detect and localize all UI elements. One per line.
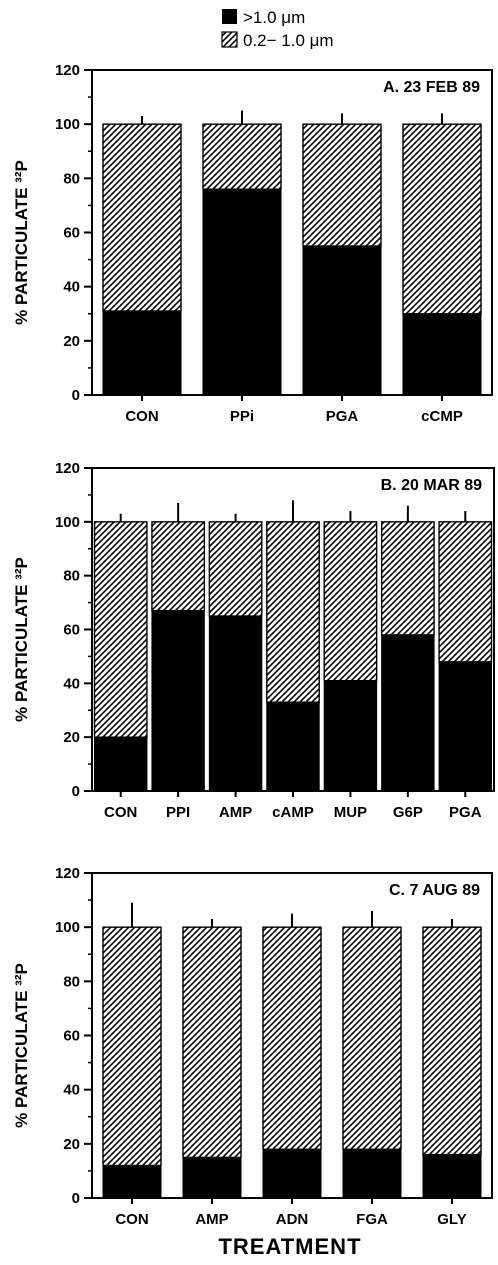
- bar-segment-small: [402, 123, 482, 315]
- y-tick-label: 0: [72, 783, 80, 800]
- x-tick-label: PGA: [449, 804, 482, 821]
- bar-segment-small: [202, 123, 282, 190]
- legend-swatch-hatched: [221, 31, 238, 48]
- bar-segment-large: [302, 245, 382, 396]
- bar-segment-small: [102, 123, 182, 312]
- y-axis-label: % PARTICULATE ³²P: [12, 160, 31, 325]
- y-tick-label: 60: [63, 1028, 80, 1045]
- bar-segment-large: [182, 1156, 242, 1199]
- y-tick-label: 40: [63, 1082, 80, 1099]
- y-axis-label: % PARTICULATE ³²P: [12, 963, 31, 1128]
- x-tick-label: AMP: [195, 1211, 228, 1228]
- legend-label-solid: >1.0 μm: [243, 8, 305, 27]
- y-tick-label: 0: [72, 387, 80, 404]
- y-tick-label: 120: [55, 62, 80, 79]
- x-tick-label: AMP: [219, 804, 252, 821]
- y-tick-label: 80: [63, 568, 80, 585]
- x-tick-label: ADN: [276, 1211, 309, 1228]
- bar-segment-small: [323, 521, 378, 682]
- y-tick-label: 20: [63, 333, 80, 350]
- panel-title: B. 20 MAR 89: [381, 477, 482, 494]
- bar-segment-large: [323, 680, 378, 792]
- x-axis-label: TREATMENT: [218, 1234, 361, 1259]
- bar-segment-small: [342, 926, 402, 1150]
- bar-segment-large: [151, 610, 205, 792]
- y-tick-label: 0: [72, 1190, 80, 1207]
- y-tick-label: 20: [63, 1136, 80, 1153]
- y-tick-label: 40: [63, 279, 80, 296]
- bar-segment-large: [102, 310, 182, 396]
- x-tick-label: MUP: [334, 804, 367, 821]
- y-tick-label: 120: [55, 460, 80, 477]
- panel-title: A. 23 FEB 89: [383, 79, 480, 96]
- legend: >1.0 μm 0.2− 1.0 μm: [221, 8, 334, 50]
- bar-segment-large: [262, 1148, 322, 1199]
- y-tick-label: 100: [55, 116, 80, 133]
- x-tick-label: PPI: [166, 804, 190, 821]
- y-tick-label: 100: [55, 514, 80, 531]
- x-tick-label: PGA: [326, 408, 359, 425]
- bar-segment-large: [202, 188, 282, 396]
- y-tick-label: 80: [63, 170, 80, 187]
- x-tick-label: cCMP: [421, 408, 463, 425]
- panel-a: 0 20 40 60 80 100 120 % PARTICULATE ³²P A. 23 FE…: [12, 62, 493, 425]
- bar-segment-large: [438, 661, 493, 792]
- y-tick-label: 60: [63, 622, 80, 639]
- legend-label-hatched: 0.2− 1.0 μm: [243, 31, 334, 50]
- bar-segment-large: [422, 1154, 482, 1199]
- bar-segment-small: [182, 926, 242, 1159]
- y-axis-label: % PARTICULATE ³²P: [12, 557, 31, 722]
- bar-segment-small: [151, 521, 206, 612]
- y-tick-label: 40: [63, 675, 80, 692]
- bar-segment-small: [438, 521, 493, 663]
- y-tick-label: 20: [63, 729, 80, 746]
- bar-segment-small: [266, 521, 320, 703]
- bar-segment-small: [422, 926, 482, 1156]
- bar-segment-large: [381, 634, 435, 792]
- panel-b: 0 20 40 60 80 100 120 % PARTICULATE ³²P B. 20 MA…: [12, 460, 495, 821]
- y-tick-label: 120: [55, 865, 80, 882]
- x-tick-label: cAMP: [272, 804, 314, 821]
- bar-segment-small: [302, 123, 382, 247]
- x-tick-label: CON: [125, 408, 158, 425]
- bar-segment-small: [102, 926, 162, 1167]
- bar-segment-large: [342, 1148, 402, 1199]
- x-tick-label: PPi: [230, 408, 254, 425]
- bar-segment-small: [208, 521, 263, 617]
- bar-segment-small: [93, 521, 148, 738]
- bar-segment-small: [380, 521, 435, 636]
- bar-segment-large: [102, 1165, 162, 1199]
- y-tick-label: 100: [55, 919, 80, 936]
- bar-segment-large: [266, 701, 320, 792]
- bar-segment-large: [208, 615, 263, 792]
- x-tick-label: FGA: [356, 1211, 388, 1228]
- x-tick-label: CON: [115, 1211, 148, 1228]
- x-tick-label: CON: [104, 804, 137, 821]
- x-tick-label: GLY: [437, 1211, 466, 1228]
- bar-segment-small: [262, 926, 322, 1150]
- x-tick-label: G6P: [393, 804, 423, 821]
- bar-segment-large: [402, 313, 482, 396]
- y-tick-label: 60: [63, 225, 80, 242]
- bar-segment-large: [94, 736, 148, 792]
- legend-swatch-solid: [222, 9, 237, 24]
- panel-c: 0 20 40 60 80 100 120 % PARTICULATE ³²P C. 7 AUG…: [12, 865, 493, 1228]
- panel-title: C. 7 AUG 89: [389, 882, 480, 899]
- y-tick-label: 80: [63, 973, 80, 990]
